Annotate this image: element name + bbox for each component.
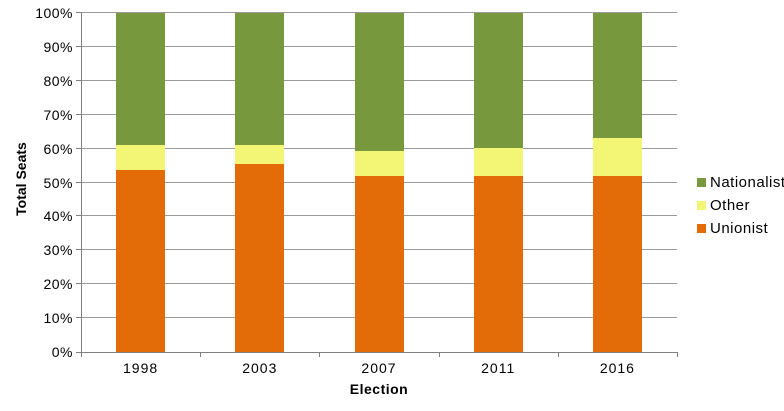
x-tick-label: 2011 bbox=[481, 360, 516, 376]
legend-item-nationalist: Nationalist bbox=[697, 171, 784, 194]
y-axis-tick bbox=[76, 181, 81, 183]
legend-swatch-nationalist bbox=[697, 178, 706, 187]
y-axis-tick bbox=[76, 352, 81, 353]
x-axis-tick bbox=[200, 352, 202, 357]
legend-item-other: Other bbox=[697, 194, 784, 217]
legend-label: Unionist bbox=[710, 220, 769, 237]
y-axis-tick bbox=[76, 283, 81, 285]
y-axis-tick bbox=[76, 317, 81, 319]
y-axis-tick bbox=[76, 79, 81, 81]
x-tick-label: 2007 bbox=[361, 360, 397, 376]
y-axis-tick bbox=[76, 113, 81, 115]
bar-segment-nationalist bbox=[592, 13, 642, 139]
legend: Nationalist Other Unionist bbox=[697, 171, 784, 240]
bar-segment-unionist bbox=[592, 176, 642, 352]
y-tick-label: 40% bbox=[43, 208, 73, 225]
legend-swatch-unionist bbox=[697, 224, 706, 233]
gridline bbox=[81, 12, 677, 13]
legend-label: Nationalist bbox=[710, 174, 784, 191]
legend-swatch-other bbox=[697, 201, 706, 210]
x-tick-label: 1998 bbox=[123, 360, 159, 376]
x-axis-tick bbox=[81, 352, 82, 357]
y-tick-label: 10% bbox=[43, 310, 73, 327]
bar-segment-unionist bbox=[473, 176, 523, 352]
bar-segment-other bbox=[116, 144, 166, 170]
bar-segment-nationalist bbox=[116, 13, 166, 145]
bar-segment-unionist bbox=[116, 169, 166, 352]
bar-segment-nationalist bbox=[354, 13, 404, 151]
y-tick-label: 20% bbox=[43, 276, 73, 293]
y-axis-line bbox=[81, 13, 82, 352]
legend-item-unionist: Unionist bbox=[697, 217, 784, 240]
x-tick-label: 2016 bbox=[599, 360, 635, 376]
x-tick-label: 2003 bbox=[242, 360, 278, 376]
y-tick-label: 70% bbox=[43, 106, 73, 123]
y-axis-tick bbox=[76, 249, 81, 251]
bar-segment-nationalist bbox=[473, 13, 523, 148]
bar-segment-other bbox=[354, 150, 404, 177]
bar-segment-unionist bbox=[235, 163, 285, 352]
y-axis-tick bbox=[76, 12, 81, 13]
y-tick-label: 0% bbox=[51, 344, 73, 360]
legend-label: Other bbox=[710, 197, 751, 214]
y-tick-label: 60% bbox=[43, 140, 73, 157]
y-axis-tick bbox=[76, 45, 81, 47]
x-axis-tick bbox=[677, 352, 678, 357]
y-tick-label: 50% bbox=[43, 174, 73, 191]
y-axis-tick bbox=[76, 215, 81, 217]
x-axis-tick bbox=[438, 352, 440, 357]
y-axis-tick bbox=[76, 147, 81, 149]
x-axis-line bbox=[81, 352, 677, 353]
x-axis-tick bbox=[319, 352, 321, 357]
bar-segment-other bbox=[592, 138, 642, 177]
bar-segment-other bbox=[235, 144, 285, 164]
bar-segment-other bbox=[473, 147, 523, 177]
y-tick-label: 30% bbox=[43, 242, 73, 259]
bar-segment-unionist bbox=[354, 176, 404, 352]
bar-segment-nationalist bbox=[235, 13, 285, 145]
x-axis-title: Election bbox=[349, 381, 409, 397]
y-tick-label: 80% bbox=[43, 72, 73, 89]
y-tick-label: 90% bbox=[43, 38, 73, 55]
x-axis-tick bbox=[557, 352, 559, 357]
y-tick-label: 100% bbox=[35, 5, 73, 21]
